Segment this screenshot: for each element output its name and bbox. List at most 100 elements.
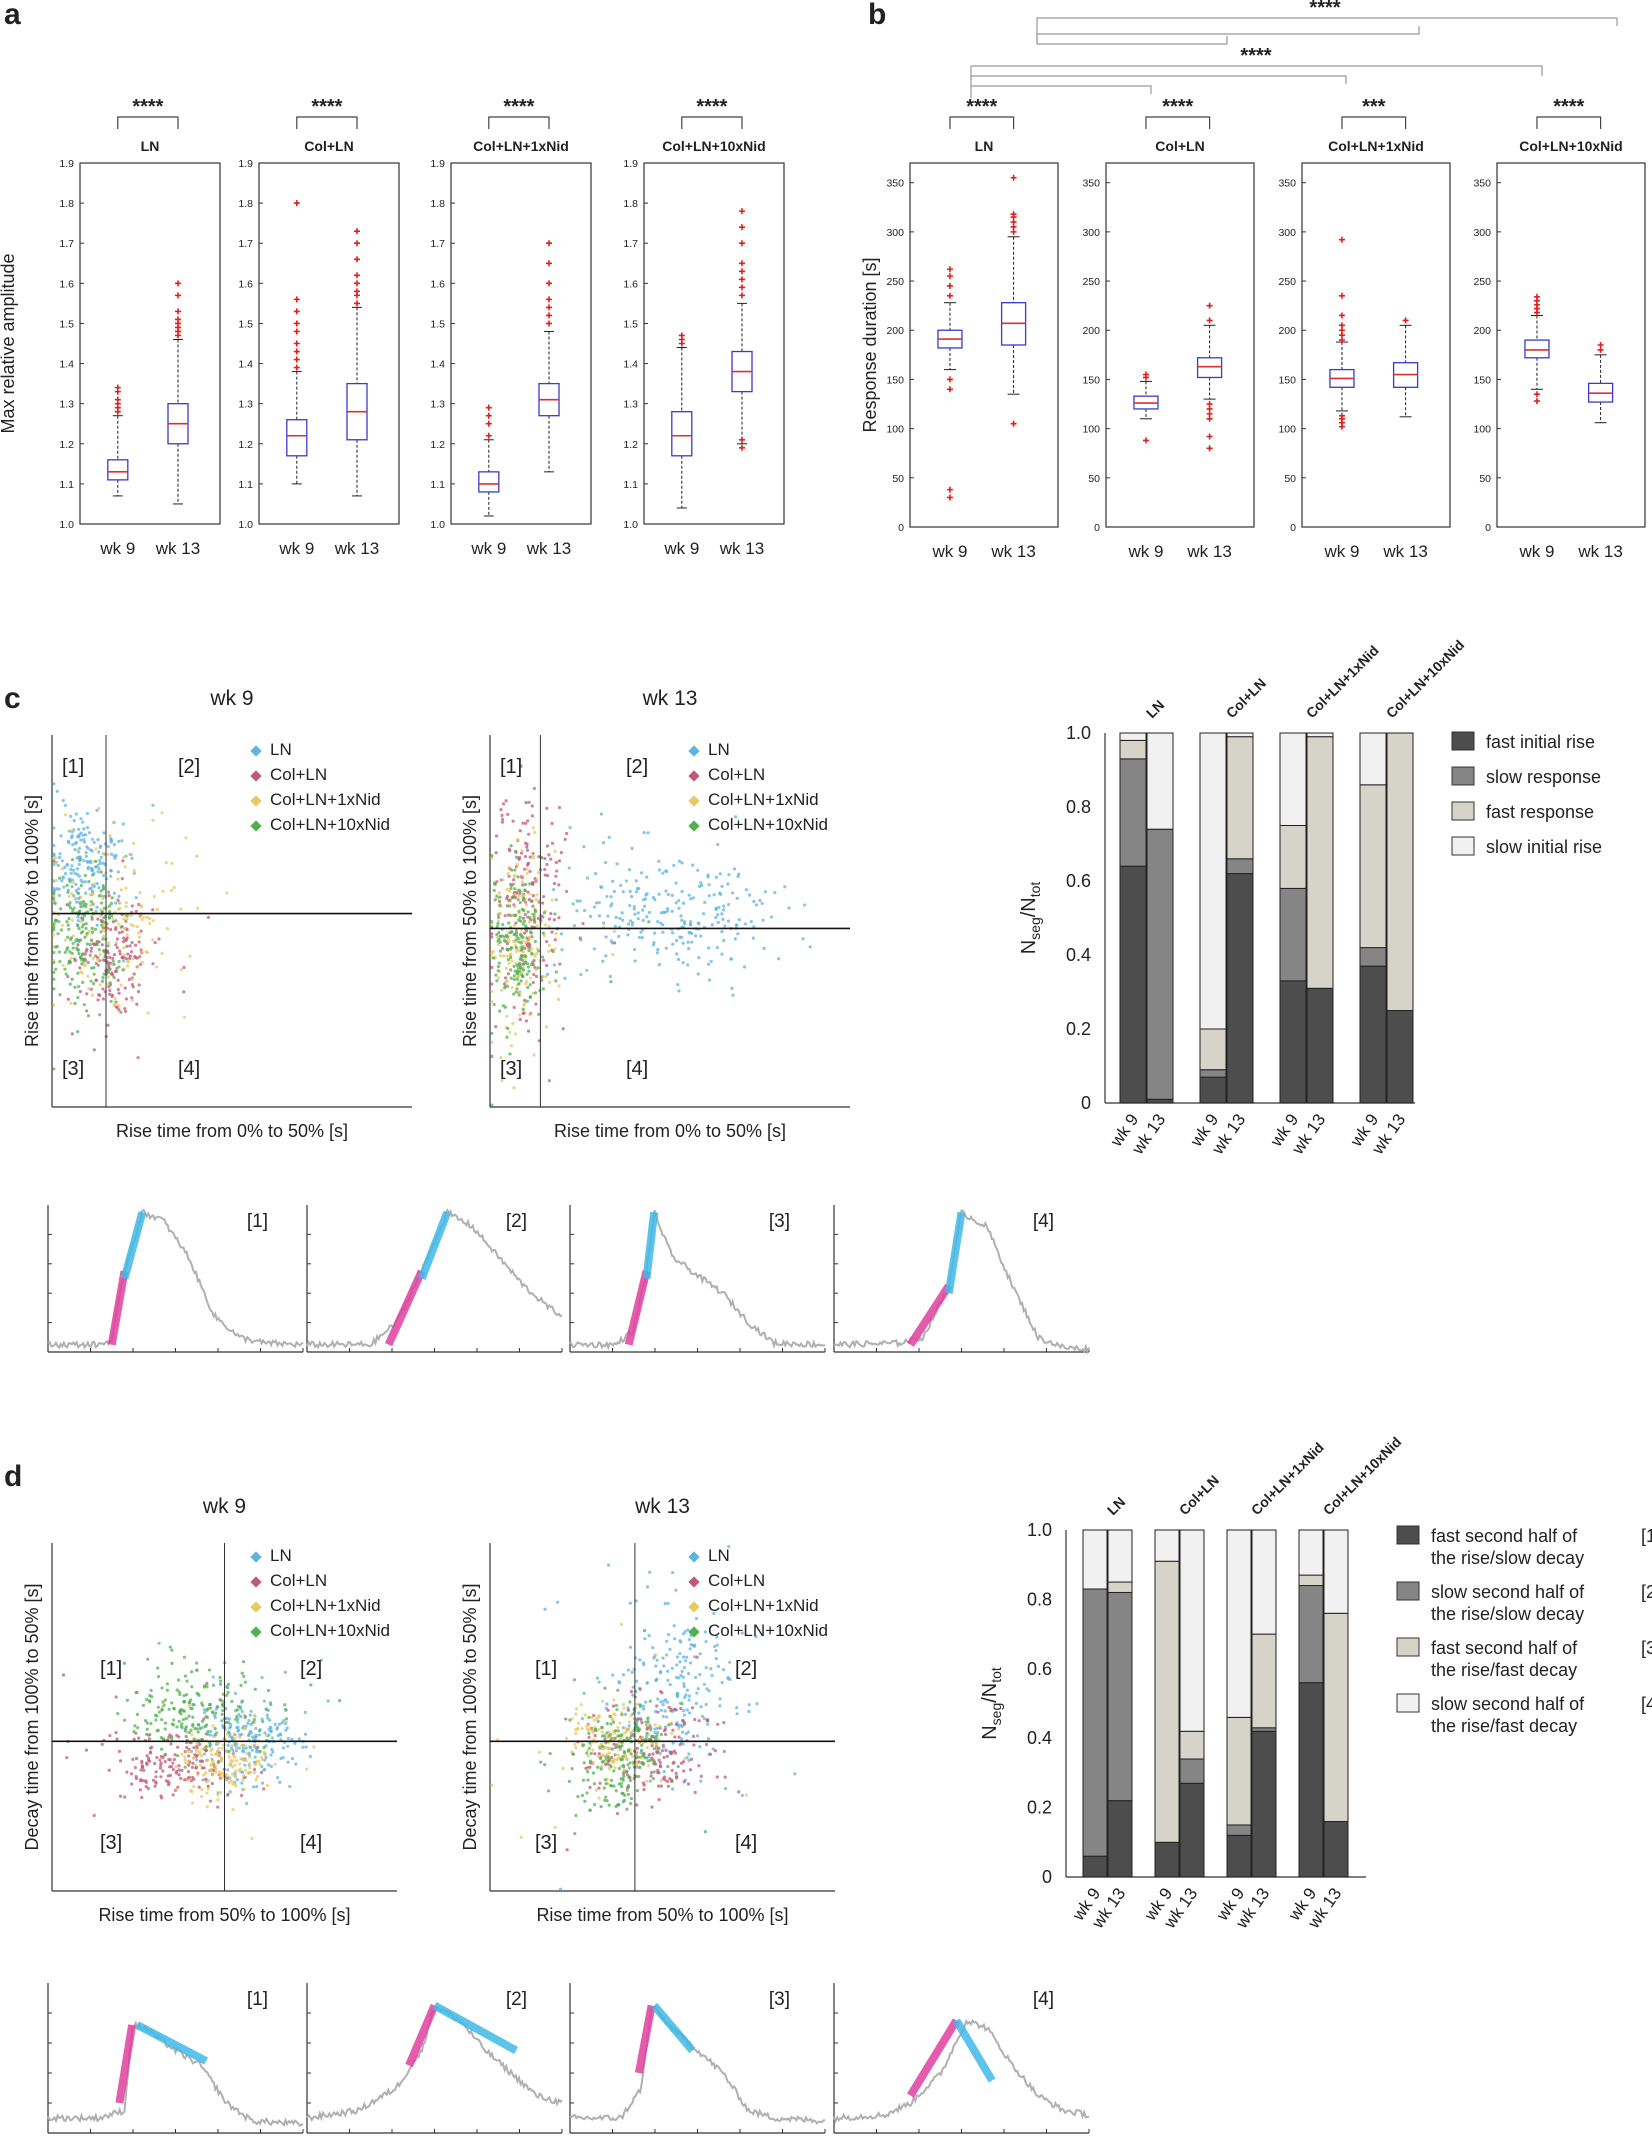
scatter-point: [149, 1688, 153, 1693]
scatter-point: [498, 1009, 502, 1013]
stacked-bar-segment: [1306, 736, 1334, 989]
scatter-point: [546, 1789, 551, 1793]
scatter-point: [123, 914, 127, 918]
scatter-point: [535, 952, 539, 956]
scatter-point: [213, 1764, 218, 1768]
scatter-point: [500, 813, 504, 818]
scatter-point: [629, 1797, 634, 1801]
scatter-point: [178, 1692, 182, 1697]
outlier-point: [739, 260, 745, 267]
scatter-point: [65, 946, 70, 950]
scatter-point: [70, 858, 75, 862]
scatter-point: [680, 861, 684, 865]
legend-label: LN: [708, 740, 730, 759]
scatter-point: [524, 903, 529, 907]
scatter-point: [573, 1742, 577, 1747]
scatter-point: [747, 1703, 751, 1707]
scatter-point: [494, 834, 499, 838]
scatter-point: [220, 1712, 224, 1716]
outlier-point: [175, 316, 181, 323]
scatter-point: [635, 1702, 639, 1706]
rise-segment: [405, 2003, 439, 2068]
scatter-point: [597, 1727, 601, 1731]
scatter-point: [694, 1701, 699, 1705]
scatter-point: [98, 914, 103, 918]
scatter-point: [678, 1660, 682, 1664]
scatter-point: [669, 1752, 673, 1756]
scatter-point: [242, 1774, 246, 1778]
scatter-point: [136, 990, 141, 994]
scatter-point: [220, 1719, 224, 1723]
scatter-point: [589, 1728, 594, 1732]
scatter-point: [140, 1759, 144, 1763]
scatter-point: [507, 904, 512, 908]
x-axis-label: Rise time from 0% to 50% [s]: [116, 1121, 348, 1141]
scatter-point: [568, 1718, 572, 1722]
scatter-point: [509, 956, 513, 960]
scatter-point: [620, 1791, 624, 1795]
scatter-point: [119, 888, 124, 892]
scatter-point: [648, 1779, 652, 1783]
scatter-point: [597, 1786, 601, 1790]
scatter-point: [531, 980, 535, 985]
scatter-point: [139, 948, 143, 952]
scatter-point: [89, 900, 93, 904]
scatter-point: [654, 1742, 658, 1746]
trace-quadrant-tag: [4]: [1033, 1211, 1054, 1232]
scatter-point: [522, 908, 526, 913]
scatter-point: [98, 1013, 102, 1017]
example-trace: [47, 1208, 304, 1350]
scatter-point: [148, 1700, 152, 1704]
scatter-point: [682, 1684, 686, 1689]
scatter-point: [252, 1743, 256, 1748]
scatter-point: [587, 1715, 591, 1720]
scatter-point: [176, 1745, 180, 1749]
scatter-point: [585, 968, 589, 972]
scatter-point: [225, 891, 229, 895]
scatter-point: [127, 956, 132, 960]
scatter-point: [654, 1653, 658, 1657]
scatter-point: [667, 1723, 671, 1727]
scatter-point: [139, 1768, 143, 1772]
scatter-point: [220, 1776, 224, 1780]
scatter-point: [701, 912, 706, 916]
scatter-point: [243, 1768, 248, 1772]
outlier-point: [354, 280, 360, 287]
scatter-point: [165, 1682, 169, 1686]
scatter-point: [251, 1720, 255, 1725]
quadrant-label-4: [4]: [178, 1058, 200, 1080]
scatter-point: [99, 901, 104, 905]
legend-label-line1: fast second half of: [1431, 1638, 1578, 1658]
scatter-point: [84, 1748, 89, 1752]
outlier-point: [946, 494, 953, 501]
scatter-point: [658, 1671, 662, 1675]
scatter-point: [77, 939, 81, 943]
group-label: Col+LN: [1176, 1472, 1222, 1518]
scatter-point: [496, 964, 501, 969]
scatter-point: [89, 987, 93, 991]
scatter-point: [720, 952, 724, 956]
y-tick-label: 1.2: [430, 439, 445, 451]
scatter-point: [532, 915, 536, 919]
scatter-point: [518, 1017, 522, 1022]
legend-marker: [250, 795, 262, 807]
legend-label: Col+LN+10xNid: [708, 1621, 828, 1640]
scatter-point: [217, 1746, 221, 1750]
scatter-point: [637, 1711, 641, 1715]
legend-marker: [688, 1551, 700, 1563]
scatter-point: [543, 856, 547, 861]
scatter-point: [619, 1622, 624, 1627]
scatter-point: [77, 891, 81, 896]
scatter-point: [592, 1713, 596, 1718]
scatter-point: [182, 1015, 187, 1019]
scatter-point: [98, 868, 102, 872]
scatter-point: [592, 905, 597, 909]
scatter-point: [597, 900, 601, 905]
scatter-point: [233, 1691, 238, 1696]
y-tick-label: 250: [886, 276, 904, 288]
scatter-point: [643, 1756, 647, 1760]
scatter-point: [662, 1664, 666, 1668]
scatter-point: [612, 1698, 616, 1702]
legend-label: LN: [270, 1546, 292, 1565]
scatter-point: [234, 1774, 238, 1778]
